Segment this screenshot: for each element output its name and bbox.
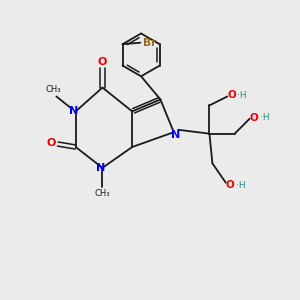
Text: N: N bbox=[96, 164, 106, 173]
Text: Br: Br bbox=[143, 38, 157, 48]
Text: ·H: ·H bbox=[260, 113, 269, 122]
Text: ·H: ·H bbox=[237, 91, 247, 100]
Text: N: N bbox=[171, 130, 180, 140]
Text: CH₃: CH₃ bbox=[46, 85, 61, 94]
Text: O: O bbox=[226, 180, 234, 190]
Text: O: O bbox=[249, 112, 258, 123]
Text: O: O bbox=[46, 139, 56, 148]
Text: ·H: ·H bbox=[236, 181, 245, 190]
Text: O: O bbox=[98, 57, 107, 67]
Text: O: O bbox=[227, 90, 236, 100]
Text: N: N bbox=[69, 106, 78, 116]
Text: CH₃: CH₃ bbox=[95, 189, 110, 198]
